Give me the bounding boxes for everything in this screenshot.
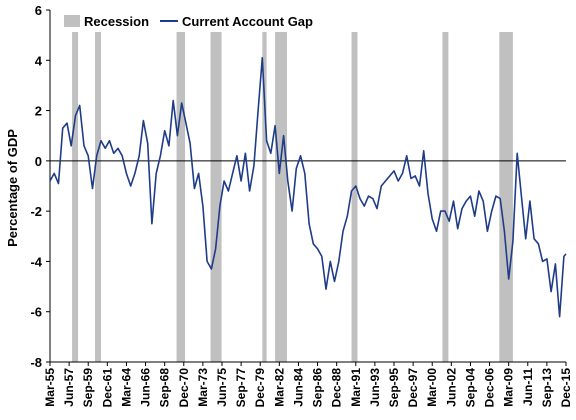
x-tick-label: Dec-06 [483,368,497,408]
x-tick-label: Dec-79 [253,368,267,408]
x-tick-label: Sep-59 [81,368,95,408]
x-tick-label: Mar-91 [349,368,363,407]
x-tick-label: Mar-73 [196,368,210,407]
legend-background [58,10,562,32]
x-tick-label: Sep-77 [234,368,248,408]
x-tick-label: Jun-02 [444,368,458,407]
y-tick-label: 6 [35,3,42,18]
x-tick-label: Dec-61 [100,368,114,408]
y-tick-label: -6 [30,305,42,320]
recession-band [262,10,267,362]
series-lines [49,56,567,318]
x-tick-labels: Mar-55 Jun-57 Sep-59 Dec-61 Mar-64 Jun-66 Sep-… [43,362,573,407]
y-tick-label: 0 [35,154,42,169]
x-tick-label: Sep-13 [540,368,554,408]
x-tick-label: Jun-93 [368,368,382,407]
y-axis-label: Percentage of GDP [5,129,20,247]
x-tick-label: Jun-66 [139,368,153,407]
x-tick-label: Sep-04 [463,368,477,408]
legend-recession-swatch [64,15,80,27]
series-line-current-account-gap [49,56,567,318]
axes [49,10,566,363]
recession-band [499,10,513,362]
legend: Recession Current Account Gap [58,10,562,32]
x-tick-label: Sep-86 [311,368,325,408]
x-tick-label: Mar-64 [119,368,133,407]
legend-line-label: Current Account Gap [182,14,313,29]
recession-band [351,10,358,362]
y-tick-label: -2 [30,204,42,219]
x-tick-label: Mar-00 [425,368,439,407]
x-tick-label: Sep-68 [158,368,172,408]
y-tick-label: 2 [35,104,42,119]
recession-band [176,10,186,362]
y-tick-label: -8 [30,355,42,370]
x-tick-label: Dec-15 [559,368,573,408]
x-tick-label: Jun-11 [521,368,535,406]
x-tick-label: Jun-84 [291,368,305,407]
y-tick-label: 4 [35,53,43,68]
recession-band [72,10,79,362]
x-tick-label: Dec-88 [330,368,344,408]
legend-recession-label: Recession [84,14,149,29]
recession-band [442,10,449,362]
x-tick-label: Mar-82 [272,368,286,407]
recession-band [95,10,101,362]
x-tick-label: Jun-57 [62,368,76,407]
x-tick-label: Dec-70 [177,368,191,408]
x-tick-label: Mar-55 [43,368,57,407]
x-tick-label: Mar-09 [502,368,516,407]
y-tick-labels: 6 4 2 0 -2 -4 -6 -8 [30,3,50,370]
x-tick-label: Sep-95 [387,368,401,408]
x-tick-label: Dec-97 [406,368,420,408]
x-tick-label: Jun-75 [215,368,229,407]
y-tick-label: -4 [30,254,42,269]
recession-band [210,10,222,362]
recession-bands [72,10,513,362]
recession-band [275,10,287,362]
